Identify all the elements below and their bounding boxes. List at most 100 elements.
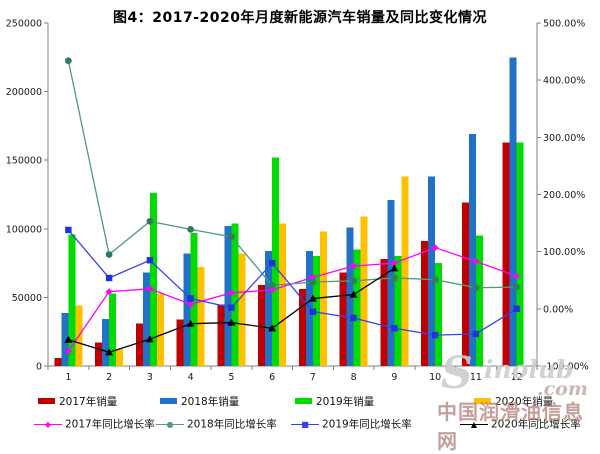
marker-diamond xyxy=(309,273,317,281)
left-axis-tick-label: 200000 xyxy=(6,87,42,98)
legend-marker-2018-yoy-icon: ● xyxy=(156,418,184,431)
legend-item-2017-yoy: ◆ 2017年同比增长率 xyxy=(34,418,155,431)
marker-diamond xyxy=(105,288,113,296)
marker-square xyxy=(228,304,235,311)
marker-diamond xyxy=(390,259,398,267)
x-axis-tick-label: 8 xyxy=(351,372,357,383)
bar-2019年销量-5 xyxy=(231,223,239,366)
bar-2019年销量-8 xyxy=(353,249,361,366)
marker-square xyxy=(391,325,398,332)
bar-2017年销量-7 xyxy=(298,289,306,366)
bar-2017年销量-6 xyxy=(258,285,266,366)
bar-2017年销量-8 xyxy=(339,272,347,366)
marker-square xyxy=(268,259,276,267)
legend-item-2018-yoy: ● 2018年同比增长率 xyxy=(156,418,277,431)
marker-triangle xyxy=(349,290,358,298)
legend-item-2020-sales: 2020年销量 xyxy=(474,396,553,409)
right-axis-tick-label: 400.00% xyxy=(543,76,585,87)
marker-triangle xyxy=(227,318,236,326)
x-axis-tick-label: 3 xyxy=(147,372,153,383)
marker-triangle xyxy=(308,294,317,302)
bar-2020年销量-2 xyxy=(116,349,124,366)
marker-diamond xyxy=(350,262,358,270)
x-axis: 1 2 3 4 5 6 7 8 9 10 11 12 xyxy=(47,366,538,383)
marker-diamond xyxy=(472,257,480,265)
right-axis-tick-label: 500.00% xyxy=(543,19,585,30)
bar-2017年销量-4 xyxy=(176,319,184,366)
marker-circle xyxy=(187,225,195,233)
bar-2020年销量-9 xyxy=(401,176,409,366)
bar-2019年销量-6 xyxy=(272,157,280,366)
marker-triangle xyxy=(186,319,195,327)
marker-circle xyxy=(268,281,276,289)
bar-2019年销量-11 xyxy=(475,235,483,366)
x-axis-tick-label: 6 xyxy=(269,372,275,383)
marker-triangle xyxy=(145,335,154,343)
x-axis-tick-label: 2 xyxy=(106,372,112,383)
x-axis-tick-label: 10 xyxy=(429,372,441,383)
bar-2019年销量-1 xyxy=(68,234,76,366)
line-2017年同比增长率 xyxy=(67,246,517,352)
marker-circle xyxy=(390,274,398,282)
x-axis-tick-label: 11 xyxy=(470,372,482,383)
marker-diamond xyxy=(187,300,195,308)
bar-2017年销量-5 xyxy=(217,304,225,366)
right-axis-tick-label: -100.00% xyxy=(543,362,589,373)
line-2018年同比增长率 xyxy=(67,60,517,289)
bar-2017年销量-3 xyxy=(135,323,143,366)
right-axis-tick-label: 200.00% xyxy=(543,190,585,201)
bar-2020年销量-8 xyxy=(360,216,368,366)
marker-square xyxy=(187,295,194,302)
bar-2020年销量-7 xyxy=(319,231,327,366)
right-axis-tick-label: 0.00% xyxy=(543,304,573,315)
lines-group xyxy=(64,57,521,356)
legend-marker-2017-yoy-icon: ◆ xyxy=(34,418,62,431)
bar-2019年销量-3 xyxy=(149,193,157,366)
marker-square xyxy=(146,257,154,264)
marker-square xyxy=(513,305,520,313)
left-axis-tick-label: 150000 xyxy=(6,156,42,167)
bar-2018年销量-5 xyxy=(224,226,232,366)
bar-2018年销量-10 xyxy=(428,176,436,366)
bar-2018年销量-6 xyxy=(265,250,273,366)
marker-circle xyxy=(105,251,113,258)
right-axis-tick-label: 300.00% xyxy=(543,133,585,144)
chart-title: 图4：2017-2020年月度新能源汽车销量及同比变化情况 xyxy=(113,10,487,26)
marker-circle xyxy=(227,233,235,241)
right-axis: -100.00% 0.00% 100.00% 200.00% 300.00% 400.00… xyxy=(537,19,589,373)
bars-group xyxy=(54,57,524,367)
chart-canvas: 0 50000 100000 150000 200000 250000 -100.00% 0.… xyxy=(6,19,589,384)
marker-triangle xyxy=(390,264,399,272)
marker-diamond xyxy=(227,289,235,297)
x-axis-tick-label: 4 xyxy=(188,372,194,383)
marker-circle xyxy=(309,278,317,286)
legend-swatch-2017-sales xyxy=(38,398,55,404)
legend-item-2019-sales: 2019年销量 xyxy=(295,396,374,409)
bar-2017年销量-9 xyxy=(380,258,388,366)
marker-square xyxy=(309,308,317,315)
bar-2017年销量-12 xyxy=(502,142,510,366)
bar-2020年销量-5 xyxy=(238,253,246,366)
marker-square xyxy=(65,226,72,234)
bar-2017年销量-2 xyxy=(95,342,103,366)
marker-square xyxy=(472,330,480,338)
bar-2019年销量-12 xyxy=(516,142,524,366)
marker-diamond xyxy=(513,272,521,280)
legend-swatch-2018-sales xyxy=(160,398,177,404)
legend-item-2019-yoy: ■ 2019年同比增长率 xyxy=(291,418,412,431)
marker-triangle xyxy=(105,348,114,356)
bar-2018年销量-9 xyxy=(387,199,395,366)
legend-marker-2020-yoy-icon: ▲ xyxy=(460,418,488,431)
bar-2017年销量-1 xyxy=(54,358,62,366)
bar-2018年销量-2 xyxy=(102,318,110,366)
bar-2020年销量-3 xyxy=(156,293,164,366)
bar-2017年销量-10 xyxy=(421,241,429,366)
marker-diamond xyxy=(64,347,72,355)
marker-circle xyxy=(472,284,480,292)
legend-item-2017-sales: 2017年销量 xyxy=(38,396,117,409)
bar-2018年销量-1 xyxy=(61,313,69,366)
bar-2020年销量-4 xyxy=(197,267,205,366)
marker-diamond xyxy=(431,244,439,252)
x-axis-tick-label: 1 xyxy=(65,372,71,383)
left-axis-tick-label: 0 xyxy=(36,362,42,373)
